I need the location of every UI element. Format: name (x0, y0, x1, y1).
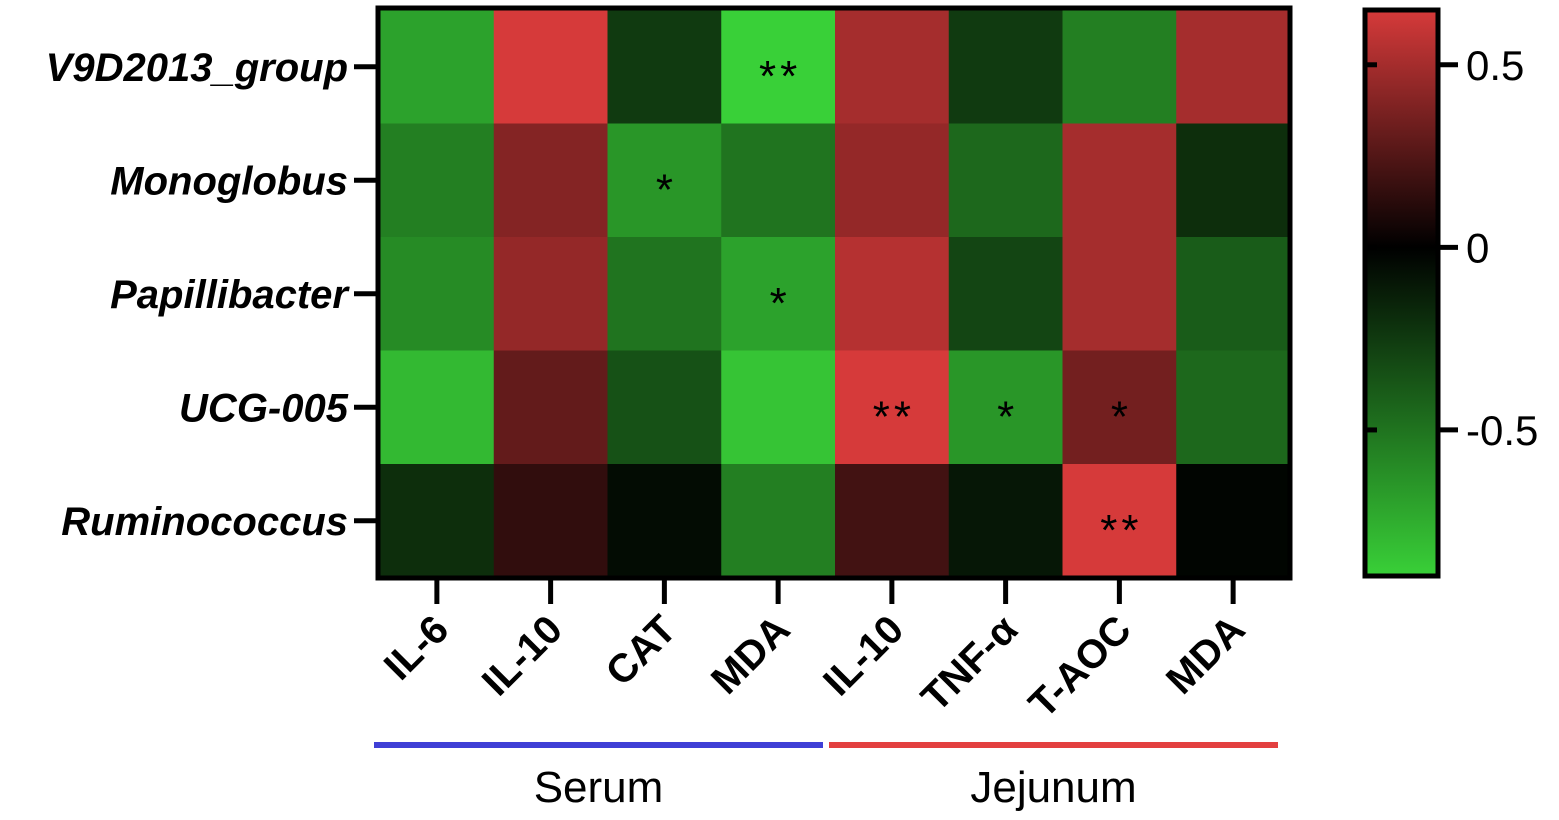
row-label: Papillibacter (110, 273, 350, 317)
row-label: UCG-005 (179, 386, 349, 430)
heatmap-cell (1062, 123, 1177, 238)
heatmap-cell (721, 350, 836, 465)
significance-mark: * (770, 279, 791, 328)
heatmap-cell (1062, 464, 1177, 579)
heatmap-cell (948, 237, 1064, 352)
row-label: V9D2013_group (46, 46, 348, 90)
heatmap-cell (380, 464, 495, 579)
heatmap-cell (948, 123, 1064, 238)
column-label: MDA (703, 607, 799, 703)
heatmap-cell (948, 10, 1064, 125)
heatmap-cell (380, 350, 495, 465)
significance-mark: ** (873, 392, 915, 441)
group-brackets: Serum Jejunum (374, 742, 1278, 812)
column-label: CAT (598, 607, 685, 694)
heatmap-cell (1062, 237, 1177, 352)
column-axis: IL-6 IL-10 CAT MDA IL-10 TNF-αT-AOC MDA (376, 578, 1254, 726)
heatmap-cell (721, 464, 836, 579)
column-label: MDA (1158, 607, 1254, 703)
column-label: IL-6 (376, 607, 457, 688)
group-label: Serum (534, 763, 664, 812)
heatmap-cell (721, 237, 836, 352)
heatmap-cell (835, 123, 950, 238)
heatmap-cell (948, 350, 1064, 465)
colorbar-tick-label: 0.5 (1466, 42, 1524, 89)
heatmap-cell (835, 237, 950, 352)
heatmap-cell (721, 123, 836, 238)
row-axis: V9D2013_group Monoglobus Papillibacter UCG-… (46, 46, 378, 544)
heatmap-cell (835, 464, 950, 579)
heatmap-cell (1062, 350, 1177, 465)
heatmap-cell (493, 10, 609, 125)
heatmap-cell (1176, 464, 1291, 579)
significance-mark: ** (1100, 506, 1142, 555)
heatmap-cell (835, 10, 950, 125)
heatmap-cell (380, 237, 495, 352)
column-label: IL-10 (474, 607, 571, 704)
colorbar-gradient (1362, 7, 1441, 579)
significance-marks: ****** * *** (656, 52, 1142, 555)
heatmap-cell (1176, 10, 1291, 125)
heatmap-cell (1062, 10, 1177, 125)
heatmap-cell (607, 123, 722, 238)
significance-mark: * (997, 392, 1018, 441)
heatmap-cell (493, 237, 609, 352)
group-label: Jejunum (970, 763, 1136, 812)
colorbar: 0.5 0 -0.5 (1362, 7, 1538, 579)
heatmap-cells (380, 10, 1291, 579)
heatmap-cell (1176, 350, 1291, 465)
column-label: T-AOC (1021, 607, 1140, 726)
heatmap-cell (721, 10, 836, 125)
colorbar-tick-label: 0 (1466, 224, 1489, 271)
significance-mark: * (1111, 392, 1132, 441)
colorbar-tick-label: -0.5 (1466, 407, 1538, 454)
heatmap-cell (607, 10, 722, 125)
heatmap-cell (380, 10, 495, 125)
heatmap-cell (380, 123, 495, 238)
heatmap-cell (493, 123, 609, 238)
heatmap-cell (948, 464, 1064, 579)
heatmap-cell (607, 237, 722, 352)
heatmap-cell (493, 464, 609, 579)
heatmap-cell (1176, 237, 1291, 352)
column-label: TNF-α (913, 607, 1026, 720)
significance-mark: * (656, 165, 677, 214)
heatmap-cell (607, 464, 722, 579)
heatmap-cell (607, 350, 722, 465)
heatmap-cell (835, 350, 950, 465)
heatmap-cell (493, 350, 609, 465)
row-label: Monoglobus (110, 159, 348, 203)
significance-mark: ** (759, 52, 801, 101)
heatmap-cell (1176, 123, 1291, 238)
column-label: IL-10 (815, 607, 912, 704)
row-label: Ruminococcus (61, 500, 348, 544)
